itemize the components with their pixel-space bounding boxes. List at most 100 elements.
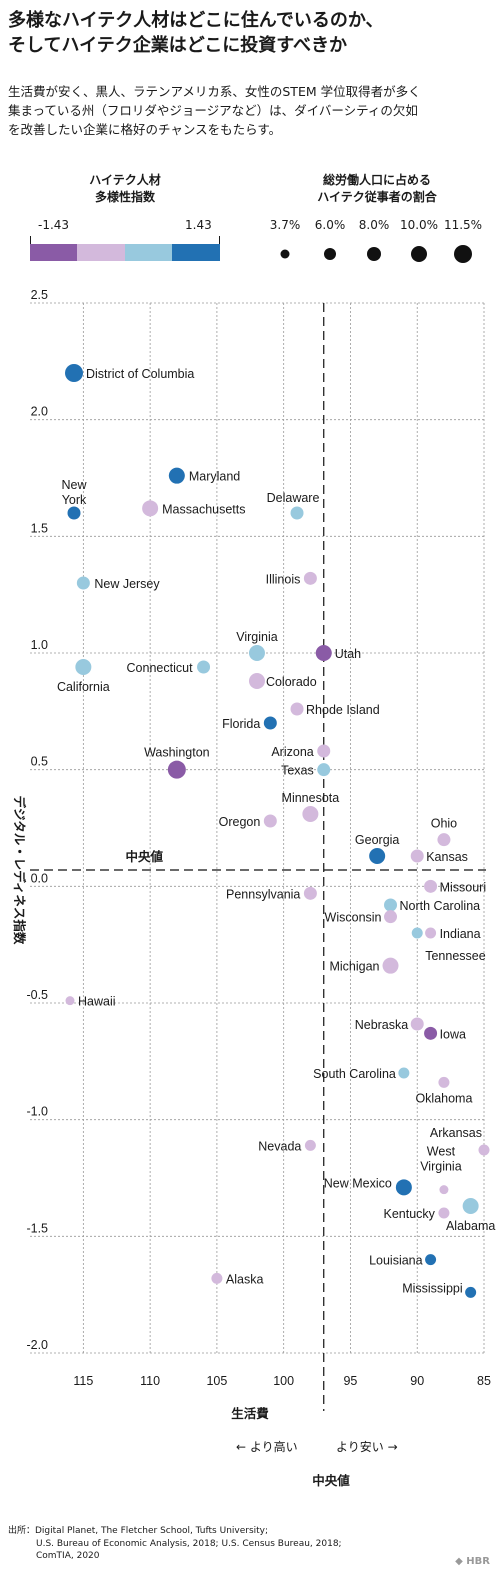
data-point — [167, 760, 186, 779]
data-point — [465, 1286, 477, 1298]
y-tick-label: 2.0 — [31, 405, 48, 419]
source-note: 出所：Digital Planet, The Fletcher School, … — [8, 1525, 448, 1563]
subtitle-line: 生活費が安く、黒人、ラテンアメリカ系、女性のSTEM 学位取得者が多く — [8, 84, 421, 99]
x-direction-higher: ← より高い — [236, 1440, 298, 1454]
x-tick-label: 110 — [140, 1374, 160, 1388]
data-point — [384, 898, 398, 912]
color-swatch-low — [30, 244, 77, 261]
y-tick-label: 1.0 — [31, 638, 48, 652]
data-point — [317, 744, 331, 758]
size-legend-dot — [280, 249, 290, 259]
data-point — [411, 927, 423, 939]
data-point-label: South Carolina — [313, 1067, 396, 1081]
data-point-label: New — [61, 478, 87, 492]
data-point — [398, 1067, 410, 1079]
subtitle-line: 集まっている州（フロリダやジョージアなど）は、ダイバーシティの欠如 — [8, 103, 418, 118]
size-legend-label: 11.5% — [443, 218, 483, 232]
data-point-label: Alaska — [226, 1272, 264, 1286]
size-legend-title: 総労働人口に占める ハイテク従事者の割合 — [262, 172, 492, 206]
data-point — [424, 879, 438, 893]
data-point — [369, 848, 386, 864]
data-point-label: Kansas — [426, 850, 468, 864]
chart-subtitle: 生活費が安く、黒人、ラテンアメリカ系、女性のSTEM 学位取得者が多く 集まって… — [8, 82, 494, 139]
y-tick-label: 2.5 — [31, 288, 48, 302]
color-legend-title: ハイテク人材 多様性指数 — [30, 172, 220, 206]
data-point-label: Illinois — [266, 572, 301, 586]
data-point — [168, 467, 185, 484]
data-point-label: Rhode Island — [306, 703, 380, 717]
data-point-label: Texas — [281, 764, 314, 778]
data-point — [410, 849, 424, 863]
data-point-label: Delaware — [267, 491, 320, 505]
data-point-label: Mississippi — [402, 1281, 462, 1295]
data-point — [290, 702, 304, 716]
data-point — [439, 1185, 449, 1195]
data-point-label: Indiana — [440, 927, 481, 941]
data-point — [248, 645, 265, 661]
data-point — [263, 716, 277, 730]
y-tick-label: 0.0 — [31, 871, 48, 885]
y-tick-label: 0.5 — [31, 755, 48, 769]
data-point — [65, 364, 84, 382]
data-point-label: Michigan — [329, 960, 379, 974]
data-point — [395, 1179, 412, 1196]
data-point — [76, 576, 90, 590]
size-legend-dot — [454, 245, 472, 263]
y-median-label: 中央値 — [125, 849, 163, 864]
data-point-label: California — [57, 680, 110, 694]
color-legend-title-line: 多様性指数 — [94, 190, 155, 204]
color-legend-title-line: ハイテク人材 — [89, 173, 161, 187]
data-point-label: Virginia — [420, 1160, 462, 1174]
data-point-label: Arkansas — [430, 1126, 482, 1140]
source-line: U.S. Bureau of Economic Analysis, 2018; … — [36, 1538, 342, 1549]
data-point-label: Arizona — [271, 745, 313, 759]
data-point — [303, 571, 317, 585]
color-swatch-mid-high — [125, 244, 172, 261]
data-point-label: Virginia — [236, 630, 278, 644]
chart-title-line: 多様なハイテク人材はどこに住んでいるのか、 — [8, 10, 384, 31]
data-point-label: Minnesota — [282, 791, 340, 805]
data-point — [65, 996, 75, 1006]
color-swatch-high — [172, 244, 220, 261]
data-point-label: Utah — [335, 647, 361, 661]
data-point-label: Missouri — [440, 880, 487, 894]
x-direction-cheaper: より安い → — [336, 1440, 398, 1454]
y-tick-label: -2.0 — [26, 1338, 48, 1352]
data-point-label: Oregon — [219, 815, 261, 829]
data-point-label: Pennsylvania — [226, 887, 300, 901]
size-legend-dot — [324, 248, 336, 260]
data-point — [142, 500, 159, 517]
data-point — [384, 910, 398, 924]
data-point — [197, 660, 211, 674]
data-point — [438, 1207, 450, 1219]
data-point-label: North Carolina — [400, 899, 481, 913]
data-point-label: Florida — [222, 717, 260, 731]
data-point — [382, 957, 399, 974]
data-point-label: Nevada — [258, 1139, 301, 1153]
data-point — [424, 1026, 438, 1040]
hbr-logo: ◆ HBR — [455, 1556, 490, 1567]
x-tick-label: 105 — [206, 1374, 227, 1388]
x-axis-label: 生活費 — [231, 1406, 269, 1421]
data-point-label: Louisiana — [369, 1254, 423, 1268]
size-legend-dot — [367, 247, 381, 261]
data-point — [425, 927, 437, 939]
y-tick-label: -0.5 — [26, 988, 48, 1002]
data-point-label: Nebraska — [355, 1018, 409, 1032]
data-point — [437, 833, 451, 847]
data-point — [425, 1254, 437, 1266]
size-legend-dot — [411, 246, 427, 262]
data-point — [303, 886, 317, 900]
chart-title: 多様なハイテク人材はどこに住んでいるのか、 そしてハイテク企業はどこに投資すべき… — [8, 8, 494, 58]
color-legend-tick — [30, 236, 31, 244]
y-tick-label: -1.5 — [26, 1221, 48, 1235]
x-tick-label: 90 — [410, 1374, 424, 1388]
data-point — [248, 673, 265, 689]
data-point — [478, 1144, 490, 1156]
data-point-label: Kentucky — [384, 1207, 436, 1221]
data-point-label: Connecticut — [127, 661, 194, 675]
data-point — [211, 1272, 223, 1284]
data-point — [462, 1198, 479, 1214]
data-point — [410, 1017, 424, 1031]
